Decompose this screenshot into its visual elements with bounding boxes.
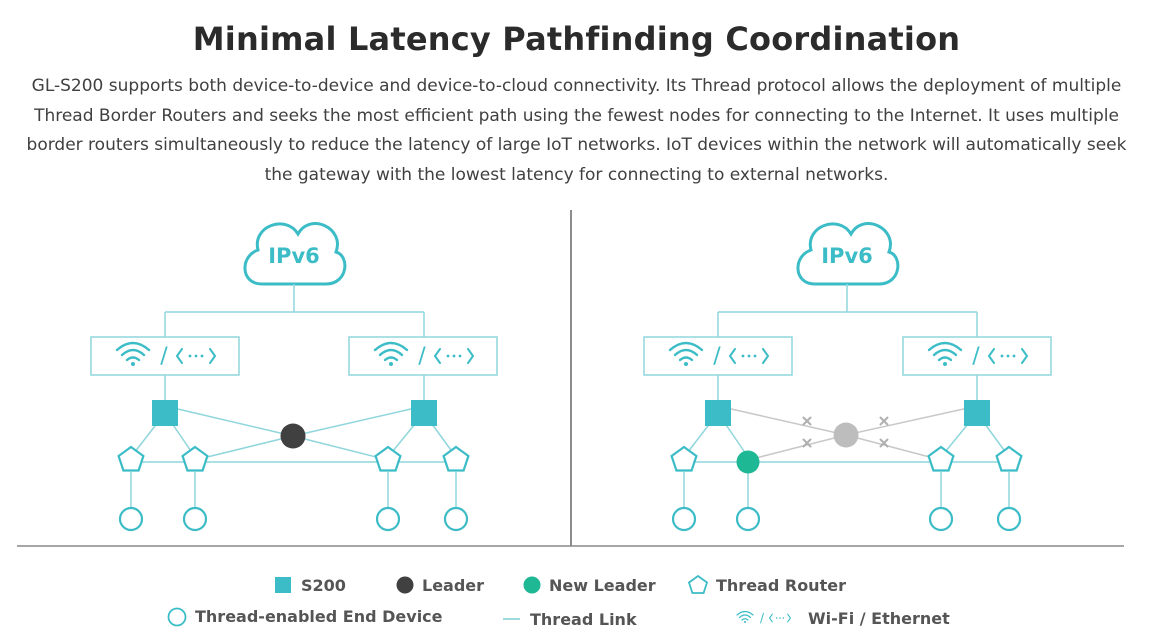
page-title: Minimal Latency Pathfinding Coordination	[192, 20, 961, 58]
thread-router-node	[374, 445, 402, 472]
legend-separator: /	[760, 611, 765, 625]
broken-links	[717, 405, 978, 461]
leader-node	[280, 423, 306, 449]
left-network-panel: IPv6 / /	[90, 222, 498, 532]
separator-slash: /	[713, 344, 721, 369]
legend: S200 Leader New Leader Thread Router Thr…	[167, 574, 950, 629]
thread-router-node	[117, 445, 145, 472]
separator-slash: /	[418, 344, 426, 369]
cloud-label: IPv6	[268, 244, 320, 268]
thread-router-node	[927, 445, 955, 472]
end-device-node	[443, 506, 469, 532]
legend-new-leader-label: New Leader	[549, 576, 656, 595]
right-network-panel: IPv6 / /	[643, 222, 1052, 532]
separator-slash: /	[972, 344, 980, 369]
legend-s200-label: S200	[301, 576, 346, 595]
legend-thread-link-label: Thread Link	[530, 610, 637, 629]
legend-thread-router-label: Thread Router	[716, 576, 846, 595]
end-device-node	[375, 506, 401, 532]
legend-wifi-icon	[736, 610, 754, 624]
end-device-node	[996, 506, 1022, 532]
legend-leader-icon	[396, 576, 414, 594]
legend-ethernet-icon	[768, 613, 792, 623]
separator-slash: /	[160, 344, 168, 369]
thread-links	[130, 405, 457, 508]
thread-router-node	[442, 445, 470, 472]
new-leader-node	[736, 450, 760, 474]
legend-wifi-ethernet-label: Wi-Fi / Ethernet	[808, 609, 950, 628]
s200-node	[705, 400, 731, 426]
broken-link-icon	[802, 416, 812, 426]
uplink-lines	[164, 284, 425, 400]
cloud-label: IPv6	[821, 244, 873, 268]
legend-end-device-label: Thread-enabled End Device	[195, 607, 443, 626]
end-device-node	[735, 506, 761, 532]
end-device-node	[118, 506, 144, 532]
legend-end-device-icon	[167, 607, 187, 627]
uplink-lines	[717, 284, 978, 400]
legend-new-leader-icon	[523, 576, 541, 594]
end-device-node	[671, 506, 697, 532]
legend-s200-icon	[275, 577, 291, 593]
cloud-icon	[796, 222, 900, 286]
end-device-node	[182, 506, 208, 532]
inactive-leader-node	[833, 422, 859, 448]
thread-router-node	[181, 445, 209, 472]
s200-node	[411, 400, 437, 426]
cloud-icon	[243, 222, 347, 286]
thread-router-node	[995, 445, 1023, 472]
legend-thread-router-icon	[687, 574, 709, 594]
page-description: GL-S200 supports both device-to-device a…	[26, 76, 1127, 185]
legend-leader-label: Leader	[422, 576, 484, 595]
end-device-node	[928, 506, 954, 532]
broken-link-icon	[879, 416, 889, 426]
s200-node	[152, 400, 178, 426]
thread-router-node	[670, 445, 698, 472]
s200-node	[964, 400, 990, 426]
